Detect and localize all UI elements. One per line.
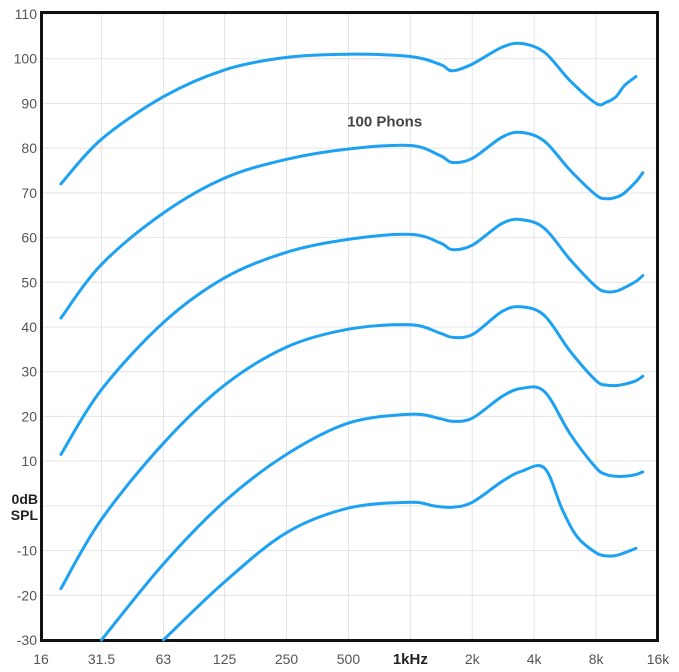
plot-frame <box>40 11 659 642</box>
x-axis-ticks: 16 31.5 63 125 250 500 1kHz 2k 4k 8k 16k <box>33 651 670 668</box>
x-tick-label: 8k <box>589 651 605 667</box>
y-tick-label: 110 <box>15 6 38 22</box>
curve-80-phons <box>59 130 645 320</box>
x-tick-label: 63 <box>156 651 172 667</box>
x-tick-label: 4k <box>527 651 543 667</box>
x-tick-label: 1kHz <box>393 651 428 668</box>
y-tick-label: 40 <box>21 319 37 335</box>
curve-20-phons <box>100 385 645 642</box>
y-axis-ticks: 110 100 90 80 70 60 50 40 30 20 10 0dB SPL -10 -20 -30 <box>11 6 39 648</box>
y-tick-label: 60 <box>21 230 37 246</box>
curves <box>59 41 645 642</box>
x-tick-label: 125 <box>213 651 237 667</box>
x-tick-label: 500 <box>337 651 361 667</box>
y-tick-label: 80 <box>21 140 37 156</box>
grid <box>41 13 658 641</box>
curve-100-phons <box>59 41 638 186</box>
x-tick-label: 31.5 <box>88 651 115 667</box>
curve-40-phons <box>59 305 645 591</box>
y-tick-label: -10 <box>17 543 37 559</box>
y-tick-label: 90 <box>21 95 37 111</box>
x-tick-label: 250 <box>275 651 299 667</box>
y-tick-label: 70 <box>21 185 37 201</box>
y-tick-label: 100 <box>14 51 38 67</box>
y-tick-label: 10 <box>21 453 37 469</box>
curve-60-phons <box>59 217 645 456</box>
y-tick-label: 30 <box>21 364 37 380</box>
curve-threshold-of-audibility <box>161 464 638 642</box>
x-tick-label: 2k <box>465 651 481 667</box>
y-tick-label: 20 <box>21 408 37 424</box>
x-tick-label: 16k <box>647 651 671 667</box>
y-tick-label: -20 <box>17 587 37 603</box>
curve-label-100-phons: 100 Phons <box>347 113 422 130</box>
curve-labels: 100 Phons80 Phons60 Phons40 Phons20 Phon… <box>347 113 422 130</box>
y-tick-label: 0dB SPL <box>11 491 39 523</box>
x-tick-label: 16 <box>33 651 49 667</box>
y-tick-label: -30 <box>17 632 37 648</box>
y-tick-label: 50 <box>21 274 37 290</box>
